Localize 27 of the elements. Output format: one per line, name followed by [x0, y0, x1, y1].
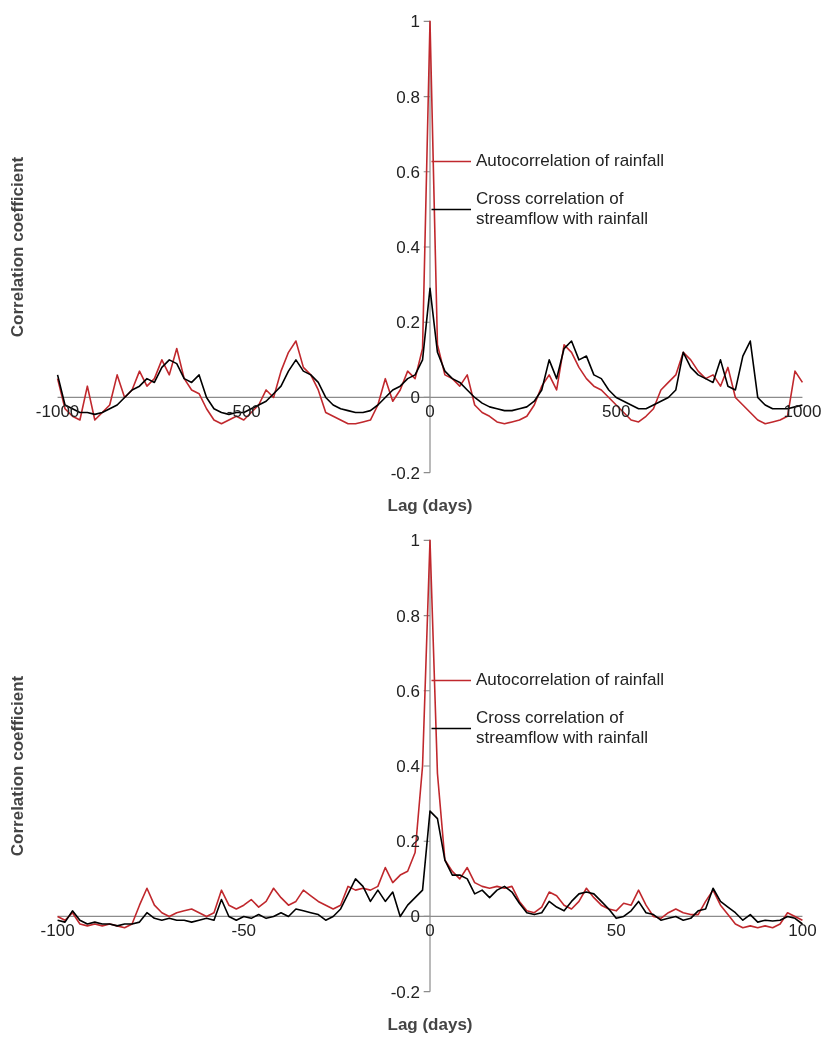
legend-label: Autocorrelation of rainfall [476, 151, 665, 171]
y-tick-label: 0 [410, 907, 421, 927]
y-tick-label: 0.8 [396, 606, 421, 626]
legend-label: Autocorrelation of rainfall [476, 670, 665, 690]
x-axis-title: Lag (days) [387, 495, 473, 515]
y-tick-label: 0 [410, 388, 421, 408]
legend-label: Cross correlation of streamflow with rainfall [476, 708, 648, 748]
y-tick-label: 0.6 [396, 681, 421, 701]
x-tick-label: 0 [425, 921, 435, 941]
y-tick-label: 0.2 [396, 313, 421, 333]
x-tick-label: -50 [231, 921, 257, 941]
y-axis-title: Correlation coefficient [7, 675, 27, 857]
y-tick-label: 0.8 [396, 87, 421, 107]
y-tick-label: 1 [410, 12, 421, 32]
x-tick-label: 100 [788, 921, 817, 941]
y-axis-title: Correlation coefficient [7, 156, 27, 338]
y-tick-label: 0.4 [396, 757, 421, 776]
x-tick-label: 50 [606, 921, 626, 941]
y-tick-label: -0.2 [390, 463, 420, 483]
legend-label: Cross correlation of streamflow with rainfall [476, 189, 648, 229]
x-axis-title: Lag (days) [387, 1014, 473, 1034]
y-tick-label: 1 [410, 531, 421, 551]
y-tick-label: 0.4 [396, 238, 421, 257]
y-tick-label: 0.6 [396, 162, 421, 182]
x-tick-label: -100 [40, 921, 75, 941]
x-tick-label: 0 [425, 402, 435, 422]
y-tick-label: -0.2 [390, 982, 420, 1002]
